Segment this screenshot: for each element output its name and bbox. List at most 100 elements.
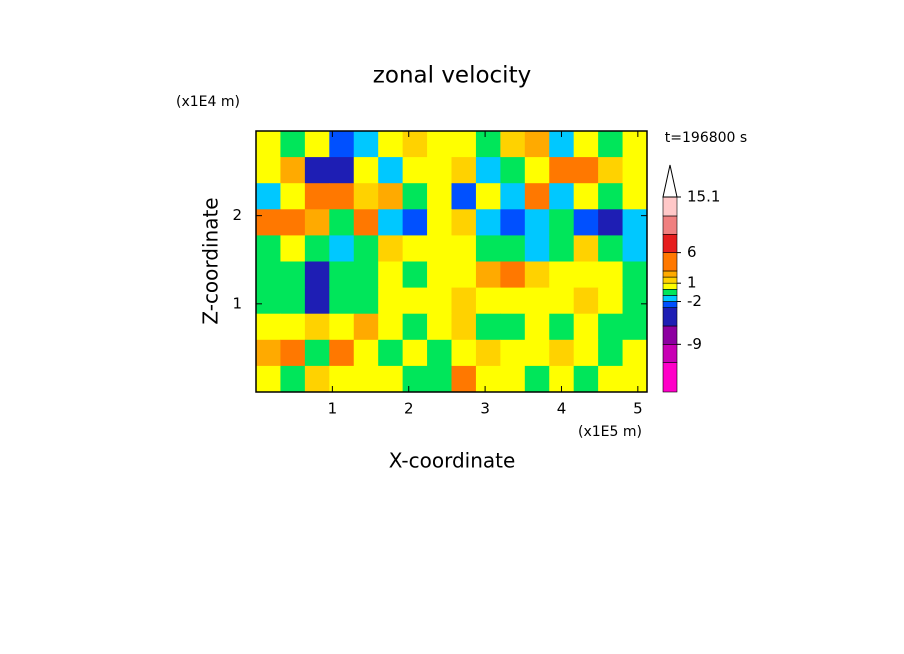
contour-cell (256, 339, 281, 367)
contour-cell (402, 261, 428, 289)
colorbar-segment (662, 270, 678, 278)
contour-cell (524, 261, 550, 289)
contour-cell (378, 183, 404, 210)
contour-cell (573, 287, 599, 315)
x-tick-label: 4 (557, 400, 567, 418)
x-unit: (x1E5 m) (578, 424, 642, 440)
contour-cell (500, 339, 526, 367)
contour-cell (524, 131, 550, 158)
contour-cell (280, 313, 306, 341)
contour-cell (304, 209, 330, 236)
contour-cell (622, 157, 648, 184)
contour-cell (402, 365, 428, 393)
contour-cell (500, 313, 526, 341)
plot-frame (255, 130, 648, 393)
contour-cell (622, 209, 648, 236)
contour-cell (598, 131, 624, 158)
x-tick-label: 5 (633, 400, 643, 418)
contour-cell (256, 235, 281, 262)
contour-cell (378, 131, 404, 158)
contour-cell (500, 157, 526, 184)
contour-cell (427, 157, 452, 184)
contour-cell (378, 339, 404, 367)
contour-cell (304, 339, 330, 367)
colorbar-segment (662, 362, 678, 393)
y-tick-label: 2 (232, 206, 242, 224)
contour-cell (427, 339, 452, 367)
contour-cell (524, 365, 550, 393)
colorbar-segment (662, 307, 678, 327)
contour-cell (280, 339, 306, 367)
contour-cell (256, 183, 281, 210)
contour-cell (353, 261, 379, 289)
contour-cell (353, 157, 379, 184)
contour-cell (427, 183, 452, 210)
contour-cell (427, 235, 452, 262)
x-tick-label: 2 (404, 400, 414, 418)
contour-cell (402, 287, 428, 315)
contour-cell (427, 209, 452, 236)
contour-cell (280, 131, 306, 158)
contour-cell (598, 157, 624, 184)
contour-cell (524, 183, 550, 210)
contour-cell (524, 287, 550, 315)
contour-cell (475, 365, 501, 393)
contour-cell (549, 339, 575, 367)
contour-cell (329, 209, 355, 236)
contour-cell (549, 157, 575, 184)
contour-cell (378, 261, 404, 289)
colorbar-segment (662, 289, 678, 296)
contour-cell (329, 261, 355, 289)
contour-cell (353, 365, 379, 393)
contour-cell (573, 131, 599, 158)
contour-cell (475, 131, 501, 158)
contour-cell (451, 261, 477, 289)
contour-cell (622, 287, 648, 315)
contour-cell (402, 157, 428, 184)
contour-cell (329, 287, 355, 315)
colorbar-segment (662, 215, 678, 235)
chart-title: zonal velocity (373, 63, 531, 89)
contour-cell (280, 287, 306, 315)
contour-cell (378, 157, 404, 184)
contour-cell (329, 183, 355, 210)
contour-cell (573, 183, 599, 210)
contour-cell (622, 183, 648, 210)
contour-cell (280, 209, 306, 236)
colorbar-label: 6 (687, 243, 697, 261)
contour-cell (451, 209, 477, 236)
contour-cell (573, 235, 599, 262)
contour-cell (500, 209, 526, 236)
contour-cell (304, 313, 330, 341)
contour-cell (475, 209, 501, 236)
contour-cell (549, 261, 575, 289)
contour-cell (402, 313, 428, 341)
contour-cell (256, 365, 281, 393)
contour-cell (451, 339, 477, 367)
colorbar-label: 15.1 (687, 188, 720, 206)
contour-cell (573, 365, 599, 393)
y-unit: (x1E4 m) (176, 94, 240, 110)
contour-cell (475, 313, 501, 341)
colorbar-segment (662, 276, 678, 284)
contour-cell (280, 157, 306, 184)
contour-cell (304, 235, 330, 262)
contour-cell (353, 287, 379, 315)
x-axis-label: X-coordinate (389, 449, 516, 473)
contour-cell (427, 313, 452, 341)
contour-cell (402, 339, 428, 367)
contour-cell (451, 131, 477, 158)
contour-cell (353, 183, 379, 210)
contour-cell (451, 365, 477, 393)
contour-cell (304, 261, 330, 289)
contour-cell (451, 313, 477, 341)
contour-cell (475, 157, 501, 184)
contour-cell (598, 339, 624, 367)
contour-cell (353, 131, 379, 158)
y-axis-label: Z-coordinate (199, 197, 223, 324)
contour-cell (598, 183, 624, 210)
contour-cell (378, 313, 404, 341)
colorbar-segment (662, 196, 678, 217)
contour-cell (598, 261, 624, 289)
contour-cell (353, 235, 379, 262)
